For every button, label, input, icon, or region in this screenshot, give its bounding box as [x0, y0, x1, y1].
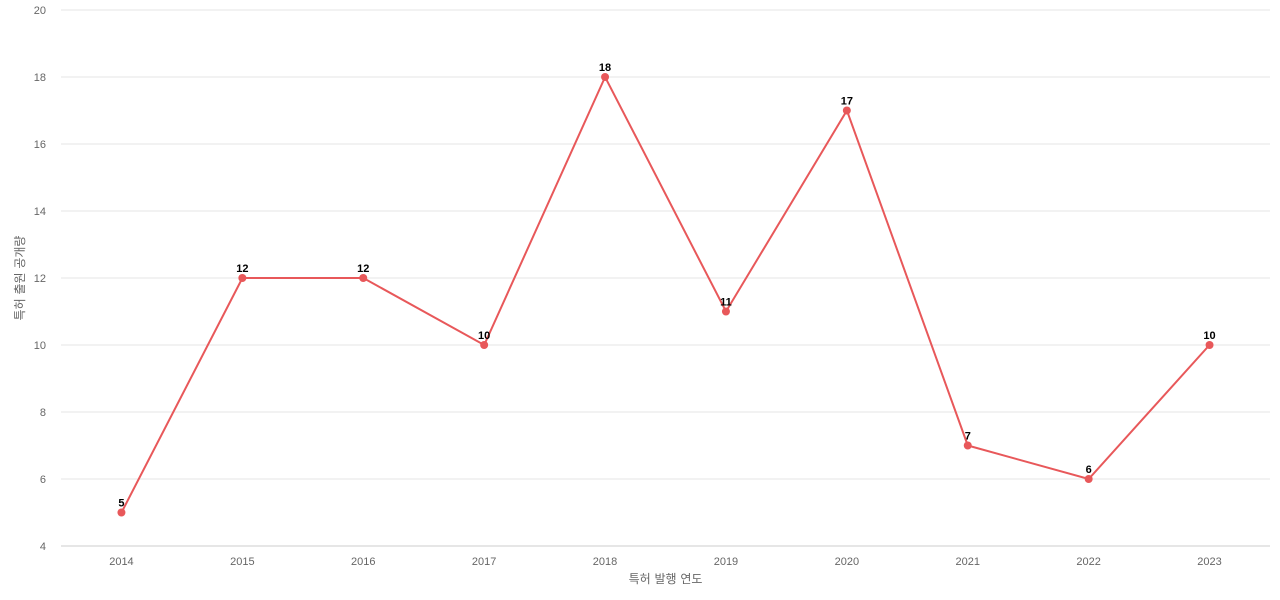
data-label: 10: [478, 330, 490, 342]
data-point: [842, 106, 851, 115]
data-label: 11: [720, 297, 732, 309]
x-tick-label: 2019: [714, 556, 738, 568]
x-tick-label: 2015: [230, 556, 254, 568]
data-point: [117, 508, 126, 517]
x-axis-title: 특허 발행 연도: [629, 571, 703, 586]
x-tick-label: 2023: [1197, 556, 1221, 568]
data-point: [601, 73, 610, 81]
grid: [61, 9, 1270, 480]
data-points: [117, 73, 1214, 517]
y-tick-label: 18: [34, 72, 46, 84]
data-label: 12: [357, 263, 369, 275]
data-labels: 5 12 12 10 18 11 17 7 6 10: [118, 62, 1215, 510]
x-tick-label: 2018: [593, 556, 617, 568]
x-tick-label: 2014: [109, 556, 133, 568]
y-tick-label: 12: [34, 273, 46, 285]
x-tick-label: 2021: [956, 556, 980, 568]
data-point: [963, 441, 972, 450]
y-tick-label: 6: [40, 474, 46, 486]
x-tick-label: 2017: [472, 556, 496, 568]
y-tick-label: 16: [34, 139, 46, 151]
x-tick-label: 2022: [1076, 556, 1100, 568]
data-point: [359, 274, 368, 282]
y-tick-label: 14: [34, 206, 46, 218]
data-label: 17: [841, 96, 853, 108]
x-axis-ticks: 2014 2015 2016 2017 2018 2019 2020 2021 2022 2023: [109, 556, 1222, 568]
y-axis-ticks: 4 6 8 10 12 14 16 18 20: [34, 5, 46, 553]
y-axis-title: 특허 출원 공개량: [13, 236, 27, 321]
y-tick-label: 10: [34, 340, 46, 352]
data-point: [1205, 341, 1214, 349]
data-point: [1084, 475, 1093, 483]
data-label: 12: [236, 263, 248, 275]
data-label: 6: [1086, 464, 1092, 476]
data-label: 7: [965, 431, 971, 443]
y-tick-label: 8: [40, 407, 46, 419]
x-tick-label: 2016: [351, 556, 375, 568]
y-tick-label: 4: [40, 541, 46, 553]
series-line: [120, 74, 1211, 513]
data-point: [238, 274, 247, 282]
data-label: 5: [118, 498, 124, 510]
data-label: 18: [599, 62, 611, 74]
y-tick-label: 20: [34, 5, 46, 17]
data-point: [721, 307, 730, 316]
x-tick-label: 2020: [835, 556, 859, 568]
data-point: [480, 341, 489, 349]
data-label: 10: [1203, 330, 1215, 342]
